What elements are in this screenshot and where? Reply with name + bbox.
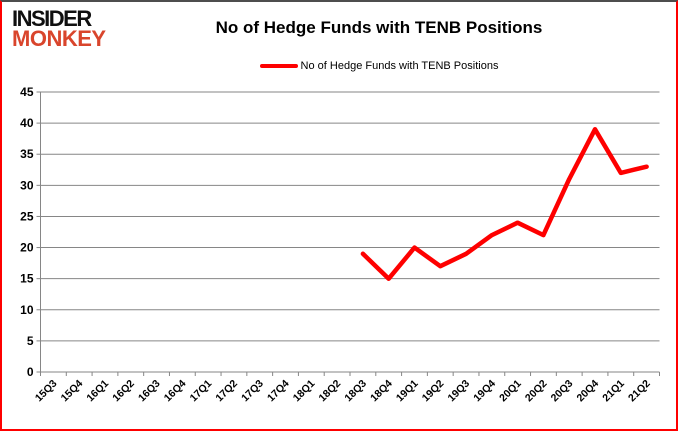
x-axis-label: 17Q1: [188, 378, 215, 405]
x-axis-label: 19Q2: [420, 378, 447, 405]
y-axis-label: 45: [20, 85, 34, 99]
y-axis-label: 30: [20, 178, 34, 192]
y-axis-label: 25: [20, 209, 34, 223]
series-line: [360, 127, 649, 281]
x-axis-label: 15Q3: [33, 378, 60, 405]
x-axis-label: 17Q3: [239, 378, 266, 405]
y-axis-label: 10: [20, 303, 34, 317]
x-axis-label: 18Q2: [317, 378, 344, 405]
x-axis-label: 18Q3: [342, 378, 369, 405]
y-axis-label: 40: [20, 116, 34, 130]
legend-label: No of Hedge Funds with TENB Positions: [300, 60, 499, 72]
x-axis-label: 18Q1: [291, 378, 318, 405]
y-axis-label: 35: [20, 147, 34, 161]
y-axis-label: 0: [27, 365, 34, 379]
x-axis-label: 18Q4: [368, 378, 395, 405]
insider-monkey-logo: INSIDER MONKEY: [12, 6, 106, 52]
x-axis-label: 20Q1: [497, 378, 524, 405]
x-axis-label: 16Q2: [110, 378, 137, 405]
x-axis-label: 19Q3: [446, 378, 473, 405]
logo-text-monkey: MONKEY: [12, 26, 106, 52]
x-axis-label: 16Q3: [136, 378, 163, 405]
chart-title: No of Hedge Funds with TENB Positions: [215, 18, 543, 37]
x-axis-label: 20Q3: [549, 378, 576, 405]
legend-line-marker-icon: [259, 64, 298, 68]
x-axis-label: 20Q2: [523, 378, 550, 405]
y-axis-label: 20: [20, 241, 34, 255]
x-axis-label: 17Q2: [213, 378, 240, 405]
legend: No of Hedge Funds with TENB Positions: [122, 60, 636, 72]
x-axis-label: 21Q1: [600, 378, 627, 405]
x-axis-label: 19Q1: [394, 378, 421, 405]
x-axis-label: 19Q4: [471, 378, 498, 405]
y-axis-label: 5: [27, 334, 34, 348]
logo-text-insider: INSIDER: [12, 6, 92, 31]
x-axis-label: 16Q1: [84, 378, 111, 405]
x-axis-label: 15Q4: [59, 378, 86, 405]
x-axis-label: 21Q2: [626, 378, 653, 405]
y-axis-label: 15: [20, 272, 34, 286]
x-axis-label: 17Q4: [265, 378, 292, 405]
x-axis-label: 16Q4: [162, 378, 189, 405]
x-axis-label: 20Q4: [574, 378, 601, 405]
